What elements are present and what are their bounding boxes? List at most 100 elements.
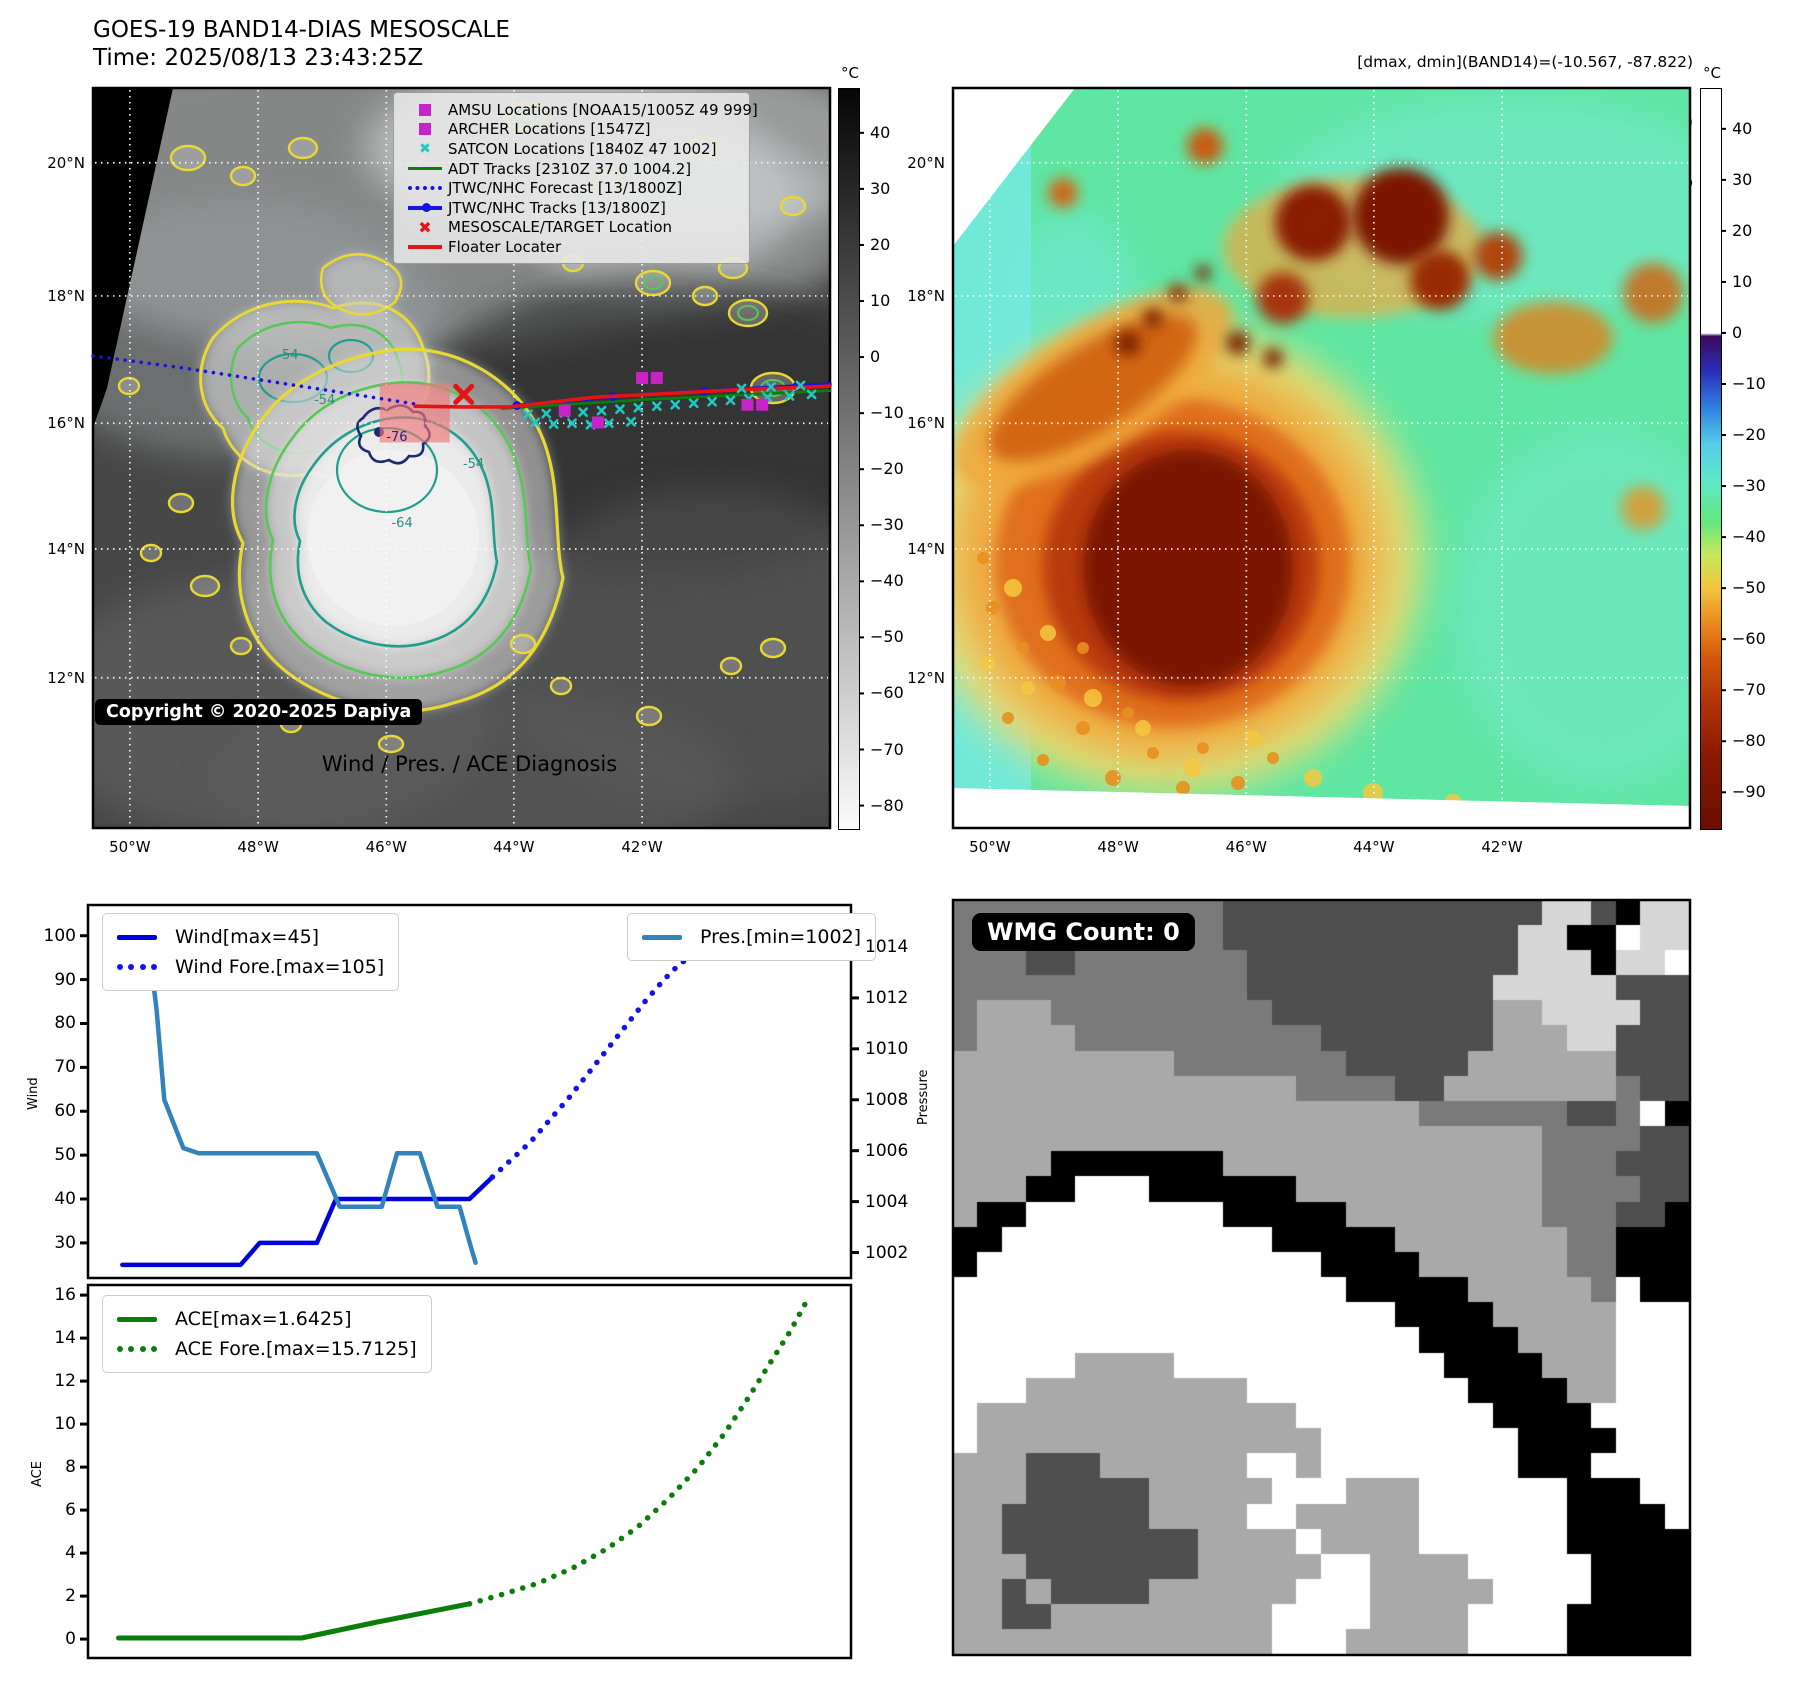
ace-legend: ACE[max=1.6425] ACE Fore.[max=15.7125]	[102, 1295, 432, 1373]
awv-colorbar-tick-label: 40	[1732, 118, 1753, 138]
band14-colorbar-tick-label: −80	[870, 795, 904, 815]
band14-colorbar-tick-label: −70	[870, 739, 904, 759]
pressure-axis-title: Pressure	[916, 1069, 931, 1125]
latitude-label: 20°N	[907, 153, 945, 172]
header-dmax-band14: [dmax, dmin](BAND14)=(-10.567, -87.822)	[1357, 53, 1693, 71]
wind_pressure-y2-tick-label: 1006	[865, 1140, 909, 1161]
ace-y-tick-label: 2	[65, 1586, 76, 1607]
band14-colorbar-tick-label: 10	[870, 291, 891, 311]
dotted-blue-icon	[402, 186, 448, 191]
contour-value-label: -64	[391, 515, 413, 531]
legend-item-label: SATCON Locations [1840Z 47 1002]	[448, 139, 717, 158]
band14-colorbar-tick-label: 40	[870, 122, 891, 142]
chart-legend-item: ACE Fore.[max=15.7125]	[117, 1334, 417, 1364]
wind_pressure-y2-tick-label: 1008	[865, 1089, 909, 1110]
legend-item-label: MESOSCALE/TARGET Location	[448, 218, 673, 237]
wind_pressure-series-wind-fore-max-105-	[489, 943, 751, 1180]
awv-colorbar-tick-label: 0	[1732, 322, 1743, 342]
awv-colorbar-tick-label: −90	[1732, 782, 1766, 802]
dotted-line-icon	[117, 964, 163, 970]
awv-colorbar-tick-label: 20	[1732, 220, 1753, 240]
awv-colorbar	[1700, 88, 1722, 830]
square-magenta-icon	[402, 123, 448, 136]
awv-colorbar-tick-label: −80	[1732, 731, 1766, 751]
chart-legend-label: ACE[max=1.6425]	[175, 1308, 352, 1330]
legend-item-label: AMSU Locations [NOAA15/1005Z 49 999]	[448, 100, 758, 119]
latitude-label: 20°N	[47, 153, 85, 172]
legend-item: ARCHER Locations [1547Z]	[402, 120, 739, 140]
line-icon	[642, 934, 688, 940]
copyright-badge: Copyright © 2020-2025 Dapiya	[95, 699, 423, 725]
wind_pressure-y2-tick-label: 1004	[865, 1191, 909, 1212]
band14-colorbar-unit: °C	[841, 64, 859, 82]
chart-legend-item: Pres.[min=1002]	[642, 922, 861, 952]
awv-colorbar-tick-label: −50	[1732, 578, 1766, 598]
line-icon	[117, 934, 163, 940]
longitude-label: 42°W	[621, 838, 663, 856]
ace-y-tick-label: 8	[65, 1457, 76, 1478]
ace-y-tick-label: 16	[54, 1285, 76, 1306]
chart-legend-item: ACE[max=1.6425]	[117, 1304, 417, 1334]
legend-item: ✖ MESOSCALE/TARGET Location	[402, 218, 739, 238]
wind_pressure-y-tick-label: 80	[54, 1013, 76, 1034]
wind_pressure-y-tick-label: 50	[54, 1145, 76, 1166]
legend-item-label: JTWC/NHC Forecast [13/1800Z]	[448, 179, 683, 198]
latitude-label: 14°N	[47, 540, 85, 559]
latitude-label: 12°N	[907, 668, 945, 687]
wind_pressure-y-tick-label: 100	[43, 925, 76, 946]
chart-legend-label: ACE Fore.[max=15.7125]	[175, 1338, 417, 1360]
legend-item-label: Floater Locater	[448, 237, 562, 256]
wind_pressure-y2-tick-label: 1012	[865, 987, 909, 1008]
legend-item-label: ARCHER Locations [1547Z]	[448, 120, 651, 139]
wind_pressure-y-tick-label: 40	[54, 1189, 76, 1209]
ace-y-tick-label: 12	[54, 1371, 76, 1392]
x-red-icon: ✖	[418, 217, 432, 237]
legend-item: Floater Locater	[402, 237, 739, 257]
latitude-label: 18°N	[47, 286, 85, 305]
latitude-label: 16°N	[907, 414, 945, 433]
line-icon	[117, 1316, 163, 1322]
diagnosis-chart-title: Wind / Pres. / ACE Diagnosis	[321, 752, 618, 776]
wind-legend: Wind[max=45] Wind Fore.[max=105]	[102, 913, 400, 991]
awv-colorbar-tick-label: −30	[1732, 476, 1766, 496]
wind_pressure-series-wind-max-45-	[120, 1174, 495, 1268]
chart-legend-item: Wind Fore.[max=105]	[117, 952, 384, 982]
band14-colorbar-tick-label: 20	[870, 234, 891, 254]
line-green-icon	[402, 166, 448, 171]
band14-colorbar-tick-label: −30	[870, 515, 904, 535]
band14-colorbar	[838, 88, 860, 830]
band14-colorbar-tick-label: −60	[870, 683, 904, 703]
chart-legend-label: Wind[max=45]	[175, 926, 320, 948]
awv-colorbar-tick-label: −60	[1732, 629, 1766, 649]
dotted-line-icon	[117, 1346, 163, 1352]
ace-y-tick-label: 14	[54, 1328, 76, 1349]
band14-colorbar-tick-label: −40	[870, 571, 904, 591]
awv-colorbar-tick-label: −20	[1732, 425, 1766, 445]
chart-legend-label: Wind Fore.[max=105]	[175, 956, 385, 978]
longitude-label: 44°W	[493, 838, 535, 856]
square-magenta-icon	[402, 103, 448, 116]
longitude-label: 44°W	[1353, 838, 1395, 856]
wmg-count-badge: WMG Count: 0	[972, 913, 1195, 951]
legend-item: JTWC/NHC Tracks [13/1800Z]	[402, 198, 739, 218]
longitude-label: 48°W	[1097, 838, 1139, 856]
latitude-label: 18°N	[907, 286, 945, 305]
legend-item-label: JTWC/NHC Tracks [13/1800Z]	[448, 198, 666, 217]
awv-colorbar-tick-label: −10	[1732, 374, 1766, 393]
legend-item: JTWC/NHC Forecast [13/1800Z]	[402, 178, 739, 198]
page-subtitle: Time: 2025/08/13 23:43:25Z	[93, 45, 424, 71]
page-title: GOES-19 BAND14-DIAS MESOSCALE	[93, 17, 510, 43]
longitude-label: 46°W	[365, 838, 408, 856]
awv-colorbar-unit: °C	[1703, 64, 1721, 82]
wmg-microwave-image	[953, 900, 1690, 1655]
longitude-label: 48°W	[237, 838, 279, 856]
latitude-label: 14°N	[907, 540, 945, 559]
legend-item: AMSU Locations [NOAA15/1005Z 49 999]	[402, 100, 758, 120]
chart-legend-label: Pres.[min=1002]	[700, 926, 862, 948]
latitude-label: 12°N	[47, 668, 85, 687]
contour-value-label: -54	[277, 348, 299, 364]
ace-y-tick-label: 4	[65, 1543, 76, 1564]
wind_pressure-y-tick-label: 70	[54, 1057, 76, 1078]
ace-series-ace-fore-max-15-7125-	[466, 1300, 808, 1607]
